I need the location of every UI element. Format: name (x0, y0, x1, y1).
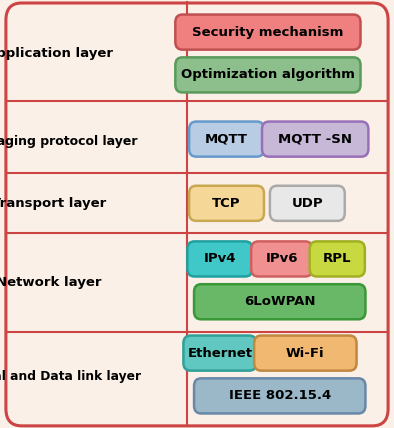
Text: TCP: TCP (212, 197, 241, 210)
Text: 6LoWPAN: 6LoWPAN (244, 295, 316, 308)
Text: Wi-Fi: Wi-Fi (286, 347, 325, 360)
Text: Transport layer: Transport layer (0, 197, 106, 210)
FancyBboxPatch shape (310, 241, 365, 276)
FancyBboxPatch shape (188, 241, 253, 276)
Text: Application layer: Application layer (0, 47, 113, 60)
Text: Messaging protocol layer: Messaging protocol layer (0, 135, 138, 148)
Text: RPL: RPL (323, 253, 351, 265)
FancyBboxPatch shape (175, 15, 361, 50)
FancyBboxPatch shape (175, 57, 361, 92)
Text: UDP: UDP (292, 197, 323, 210)
FancyBboxPatch shape (262, 122, 368, 157)
FancyBboxPatch shape (183, 336, 256, 371)
Text: Ethernet: Ethernet (188, 347, 252, 360)
Text: Optimization algorithm: Optimization algorithm (181, 68, 355, 81)
Text: Network layer: Network layer (0, 276, 102, 289)
FancyBboxPatch shape (189, 186, 264, 221)
FancyBboxPatch shape (189, 122, 264, 157)
Text: MQTT: MQTT (205, 133, 248, 146)
Text: IEEE 802.15.4: IEEE 802.15.4 (229, 389, 331, 402)
FancyBboxPatch shape (194, 378, 365, 413)
Text: IPv6: IPv6 (266, 253, 298, 265)
FancyBboxPatch shape (251, 241, 312, 276)
Text: Physical and Data link layer: Physical and Data link layer (0, 370, 141, 383)
FancyBboxPatch shape (6, 3, 388, 426)
Text: MQTT -SN: MQTT -SN (278, 133, 352, 146)
FancyBboxPatch shape (254, 336, 357, 371)
Text: IPv4: IPv4 (204, 253, 236, 265)
FancyBboxPatch shape (270, 186, 345, 221)
FancyBboxPatch shape (194, 284, 365, 319)
Text: Security mechanism: Security mechanism (192, 26, 344, 39)
